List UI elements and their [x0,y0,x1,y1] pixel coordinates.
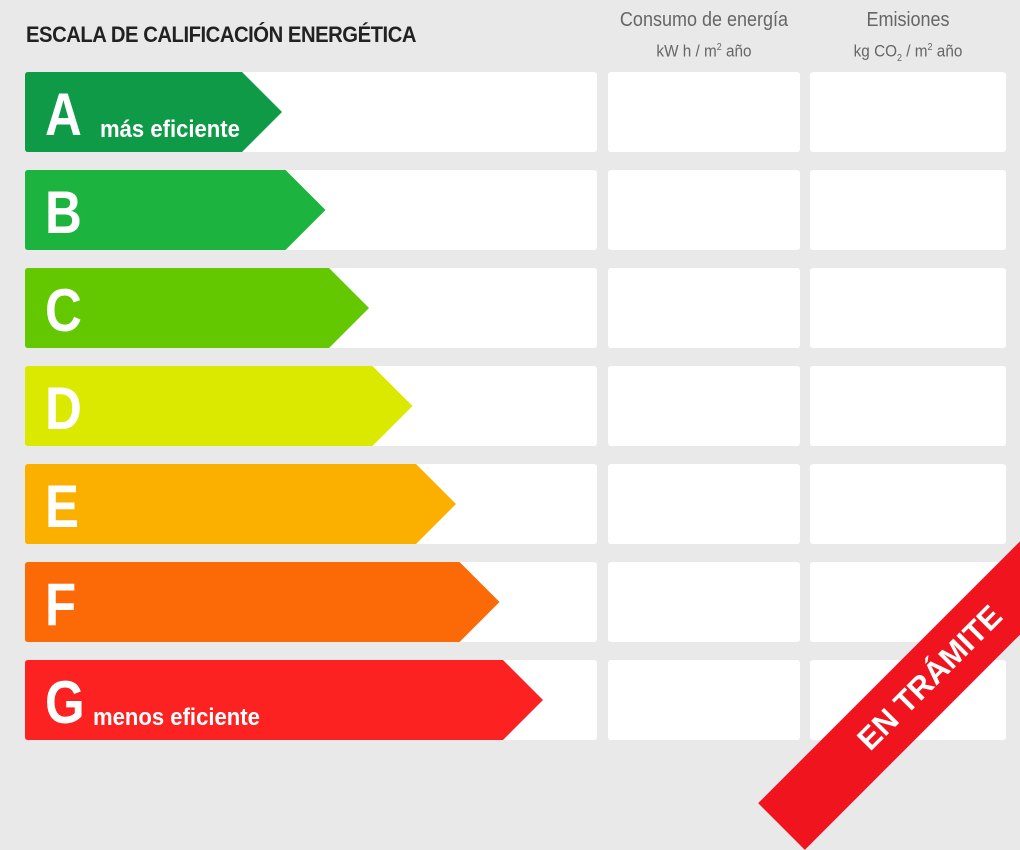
emisiones-value-box [810,464,1006,544]
rating-letter: C [45,277,82,344]
rating-letter: E [45,473,80,540]
rating-arrow [25,464,456,544]
rating-arrow [25,268,369,348]
rating-arrow [25,170,326,250]
rating-arrow [25,366,413,446]
consumo-value-box [608,72,800,152]
rating-row-b: B [25,170,597,250]
page-title: ESCALA DE CALIFICACIÓN ENERGÉTICA [26,22,417,47]
rating-arrow [25,660,543,740]
rating-row-g: G menos eficiente [25,660,597,740]
consumo-value-box [608,170,800,250]
rating-row-f: F [25,562,597,642]
rating-row-a: A más eficiente [25,72,597,152]
rating-letter: D [45,375,82,442]
column-unit: kg CO2 / m2 año [853,41,963,65]
rating-arrow [25,562,500,642]
consumo-value-box [608,562,800,642]
rating-row-c: C [25,268,597,348]
emisiones-value-box [810,268,1006,348]
consumo-value-box [608,660,800,740]
column-label: Emisiones [866,9,950,31]
consumo-value-box [608,268,800,348]
rating-arrow [25,72,282,152]
emisiones-value-box [810,72,1006,152]
column-header-consumo: Consumo de energía kW h / m2 año [618,6,791,66]
rating-letter: F [45,571,77,638]
column-label: Consumo de energía [619,9,789,31]
column-unit: kW h / m2 año [656,41,752,61]
rating-caption: más eficiente [100,116,240,143]
column-header-emisiones: Emisiones kg CO2 / m2 año [820,6,996,73]
rating-letter: G [45,669,85,736]
rating-letter: B [45,179,82,246]
consumo-value-box [608,464,800,544]
emisiones-value-box [810,170,1006,250]
rating-row-e: E [25,464,597,544]
rating-row-d: D [25,366,597,446]
consumo-value-box [608,366,800,446]
emisiones-value-box [810,366,1006,446]
rating-caption: menos eficiente [93,704,260,731]
rating-letter: A [45,81,82,148]
